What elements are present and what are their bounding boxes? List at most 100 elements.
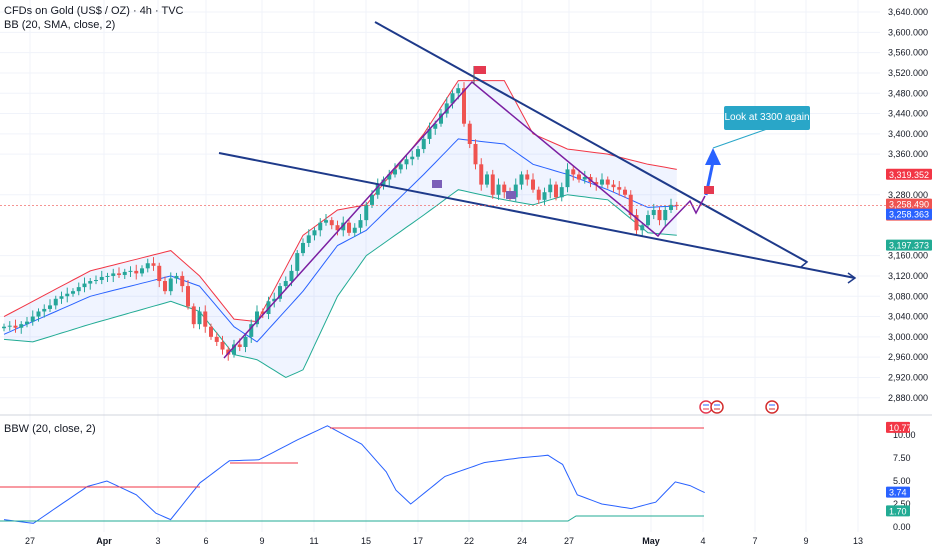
candle-body: [117, 273, 121, 275]
candle-body: [186, 286, 190, 307]
candle: [306, 229, 311, 248]
candle-body: [19, 324, 24, 328]
trend-drawings: [218, 21, 857, 359]
candle-body: [260, 311, 265, 315]
candle: [496, 178, 501, 200]
candle: [151, 257, 156, 271]
candle-body: [318, 222, 323, 231]
candle-body: [548, 184, 553, 193]
time-tick-label: 27: [564, 536, 574, 546]
candle-body: [180, 275, 185, 287]
price-tick-label: 3,480.000: [888, 88, 928, 98]
candle-body: [249, 324, 254, 337]
candle-body: [479, 164, 484, 185]
candle-body: [7, 325, 12, 327]
upper-trendline: [374, 21, 808, 263]
price-tick-label: 3,400.000: [888, 129, 928, 139]
candle: [2, 323, 6, 332]
time-tick-label: 9: [259, 536, 264, 546]
candle: [646, 210, 650, 229]
candle: [502, 181, 507, 199]
candle: [105, 272, 110, 283]
candle-body: [335, 225, 340, 231]
candle-body: [197, 311, 202, 325]
candle: [65, 287, 70, 303]
candle: [36, 308, 41, 322]
candle: [657, 206, 662, 226]
bbw-axis: 10.00 7.50 5.00 2.50 0.00: [893, 430, 916, 532]
candle-body: [2, 326, 6, 329]
candle-body: [65, 293, 70, 297]
candle: [347, 219, 351, 236]
candle-body: [456, 88, 461, 94]
price-badge-value: 3,197.373: [889, 241, 929, 251]
candle-body: [473, 144, 478, 165]
candle-body: [444, 103, 449, 114]
candle: [640, 222, 645, 237]
candle: [542, 187, 547, 205]
time-tick-label: Apr: [96, 536, 112, 546]
candle-body: [352, 227, 357, 233]
candle-body: [525, 174, 530, 180]
bollinger-band-lines: [3, 80, 677, 378]
candle: [324, 214, 328, 226]
time-tick-label: May: [642, 536, 660, 546]
candle: [214, 332, 219, 346]
price-tick-label: 3,600.000: [888, 27, 928, 37]
candle-body: [140, 268, 144, 274]
bbw-badge-bg: [886, 486, 910, 498]
candle: [157, 262, 162, 288]
candle: [19, 321, 24, 334]
bb-lower-line: [3, 189, 677, 378]
candle: [536, 186, 541, 204]
candle: [663, 205, 668, 227]
time-tick-label: 9: [803, 536, 808, 546]
bb-indicator-label[interactable]: BB (20, SMA, close, 2): [4, 19, 116, 31]
time-axis: 27 Apr 3 6 9 11 15 17 22 24 27 May 4 7 9 13: [25, 536, 863, 546]
candle: [393, 163, 397, 178]
candle-body: [651, 209, 656, 216]
price-tick-label: 3,360.000: [888, 149, 928, 159]
candle: [128, 266, 133, 277]
bbw-badge-value: 1.70: [889, 506, 907, 516]
bbw-indicator-label[interactable]: BBW (20, close, 2): [4, 423, 96, 435]
bbw-tick-label: 0.00: [893, 522, 911, 532]
candle: [605, 176, 610, 189]
callout-pointer: [712, 127, 771, 149]
grid: [0, 0, 932, 532]
price-tick-label: 3,120.000: [888, 271, 928, 281]
candle-body: [433, 123, 438, 129]
candle: [364, 201, 369, 227]
price-tick-label: 3,080.000: [888, 291, 928, 301]
candle-body: [600, 179, 604, 185]
candle-body: [157, 265, 162, 282]
candle: [485, 171, 489, 188]
candle-body: [640, 225, 645, 231]
chart-title[interactable]: CFDs on Gold (US$ / OZ) · 4h · TVC: [4, 5, 184, 17]
price-badge-bg: [886, 239, 932, 251]
candle: [25, 317, 29, 328]
price-badge-bg: [886, 208, 932, 220]
candle-body: [42, 308, 47, 312]
price-badge-bg: [886, 168, 932, 180]
candle: [427, 122, 432, 144]
price-badge: 3,197.373: [886, 239, 932, 251]
bbw-badge: 10.77: [886, 421, 912, 433]
candle: [623, 186, 627, 198]
callout-note[interactable]: Look at 3300 again: [724, 106, 810, 130]
price-badge-value: 3,258.363: [889, 210, 929, 220]
candle-body: [496, 184, 501, 195]
axis-badges: 3,319.3523,258.49040:383,258.3633,197.37…: [0, 168, 932, 517]
candle: [197, 306, 202, 330]
candle: [42, 304, 47, 318]
price-tick-label: 2,880.000: [888, 393, 928, 403]
candle: [341, 216, 346, 237]
candle-body: [301, 242, 305, 254]
candle: [381, 176, 386, 190]
candle-body: [237, 344, 242, 347]
bbw-lowest-level: [0, 515, 704, 522]
candle: [283, 276, 288, 291]
bbw-panel: [0, 425, 705, 524]
candle-body: [122, 271, 127, 275]
